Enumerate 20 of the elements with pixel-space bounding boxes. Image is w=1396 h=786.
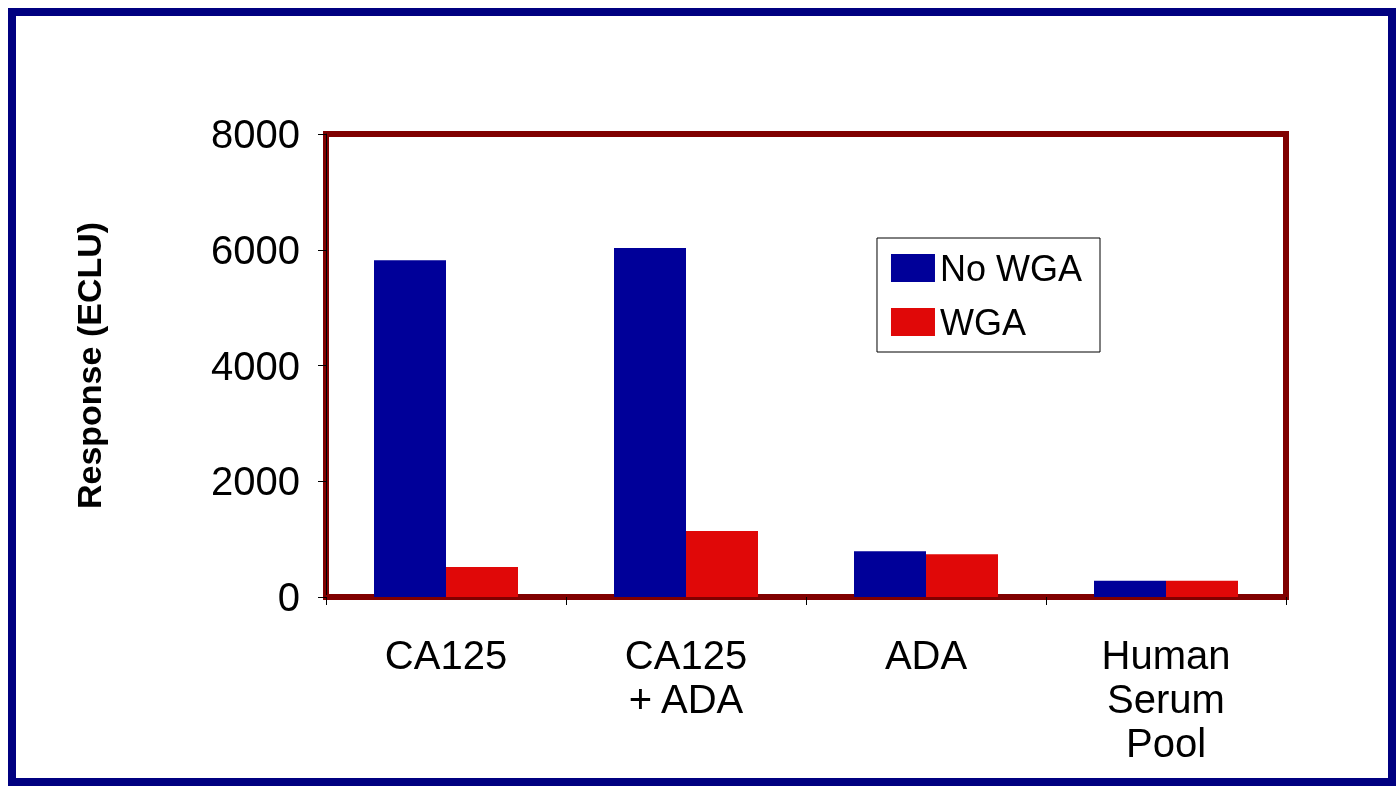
x-tick-label: ADA [884,633,968,677]
bar [854,551,926,597]
legend-label: WGA [939,301,1026,343]
bar [1094,580,1166,597]
y-axis-title: Response (ECLU) [70,221,108,510]
bar [374,260,446,597]
x-tick-label: CA125 [384,633,508,677]
x-tick-label: CA125 + ADA [624,633,748,721]
bar [686,531,758,597]
bar [614,248,686,597]
bar [926,554,998,597]
y-tick-label: 8000 [211,112,300,156]
bar [1166,580,1238,597]
y-tick-label: 2000 [211,459,300,504]
legend-label: No WGA [939,247,1082,289]
y-tick-label: 6000 [211,227,300,272]
bar [446,566,518,597]
y-tick-label: 4000 [211,343,300,388]
y-tick-label: 0 [277,575,300,619]
x-tick-label: Human Serum Pool [1101,633,1231,765]
